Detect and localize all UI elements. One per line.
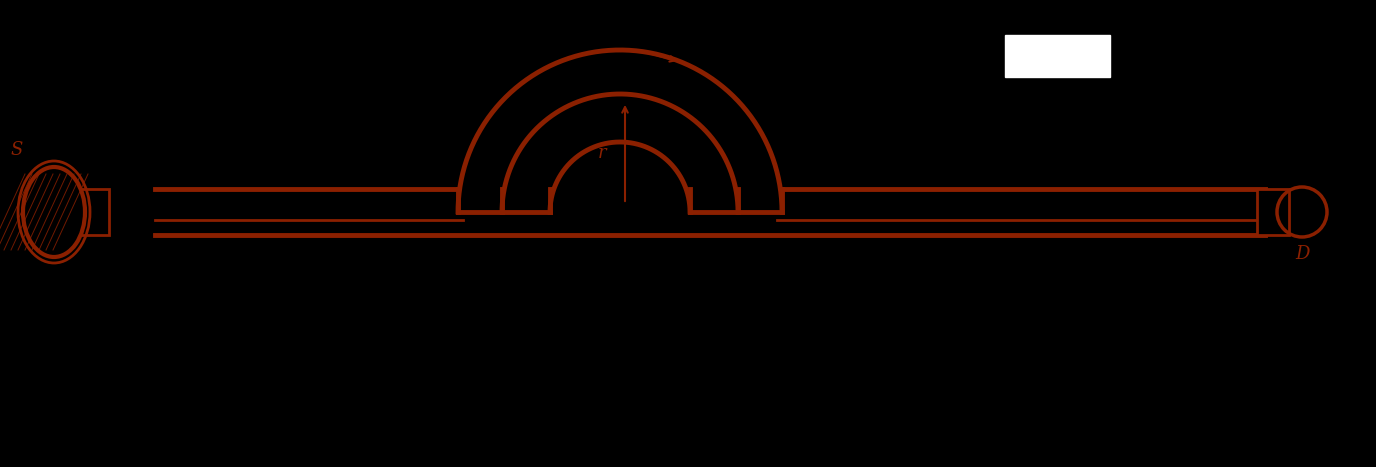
Bar (854, 204, 1175, 309)
Bar (1165, 140, 1291, 282)
Bar (1004, 35, 1110, 77)
Text: r: r (597, 144, 607, 162)
Ellipse shape (23, 167, 85, 257)
Bar (278, 204, 988, 309)
Bar (1258, 189, 1289, 235)
Text: D: D (1295, 245, 1309, 263)
Bar (77, 189, 109, 235)
Bar (118, 140, 272, 282)
Bar (278, 360, 988, 445)
Text: S: S (11, 141, 23, 159)
